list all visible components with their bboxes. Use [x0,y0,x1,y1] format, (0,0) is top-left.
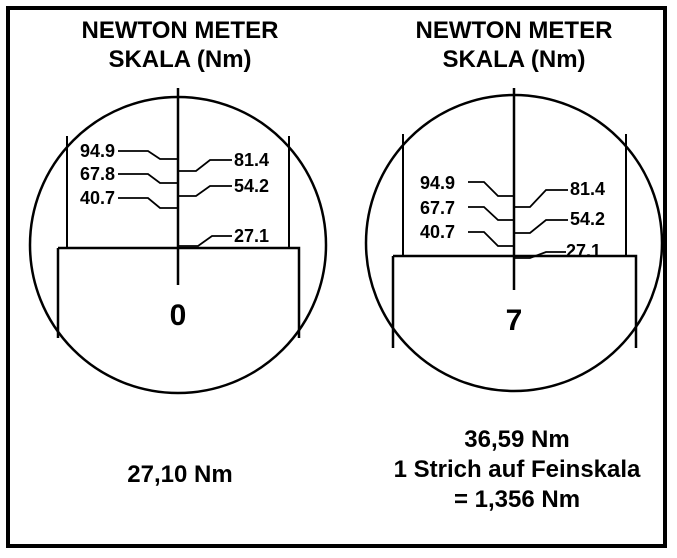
right-leader-40 [468,231,514,247]
left-tick-40: 40.7 [80,188,115,208]
left-title-line2: SKALA (Nm) [108,46,252,73]
right-leader-94 [468,181,514,197]
right-dial-body [391,254,638,348]
right-leader-54 [514,219,568,234]
right-leader-67 [468,206,514,221]
left-result: 27,10 Nm [127,461,233,488]
left-dial-body [56,246,301,338]
left-leader-27 [178,235,232,247]
diagram-frame [6,6,667,548]
left-scale-title: NEWTON METER SKALA (Nm) [50,16,310,74]
right-leader-27 [514,251,566,259]
left-dial-number: 0 [170,299,187,332]
left-tick-27: 27.1 [234,226,269,246]
right-tick-94: 94.9 [420,173,455,193]
left-dial: 94.9 67.8 40.7 81.4 54.2 27.1 0 [28,88,328,395]
right-title-line2: SKALA (Nm) [442,46,586,73]
left-title-line1: NEWTON METER [81,17,279,44]
left-leader-81 [178,159,232,172]
left-tick-67: 67.8 [80,164,115,184]
right-dial-number: 7 [506,304,523,337]
left-leader-94 [118,150,178,160]
right-scale-title: NEWTON METER SKALA (Nm) [384,16,644,74]
left-leader-67 [118,173,178,184]
right-result-line3: = 1,356 Nm [453,486,581,513]
right-result-line2: 1 Strich auf Feinskala [393,456,641,483]
left-tick-54: 54.2 [234,176,269,196]
right-result-line1: 36,59 Nm [464,426,570,453]
left-leader-40 [118,197,178,209]
right-tick-81: 81.4 [570,179,605,199]
right-leader-81 [514,189,568,208]
right-title-line1: NEWTON METER [415,17,613,44]
right-tick-40: 40.7 [420,222,455,242]
left-tick-81: 81.4 [234,150,269,170]
right-tick-54: 54.2 [570,209,605,229]
right-tick-67: 67.7 [420,198,455,218]
left-leader-54 [178,185,232,197]
left-tick-94: 94.9 [80,141,115,161]
right-dial: 94.9 67.7 40.7 81.4 54.2 27.1 7 [364,88,664,393]
right-tick-27: 27.1 [566,241,601,261]
right-result: 36,59 Nm 1 Strich auf Feinskala = 1,356 … [352,425,677,515]
